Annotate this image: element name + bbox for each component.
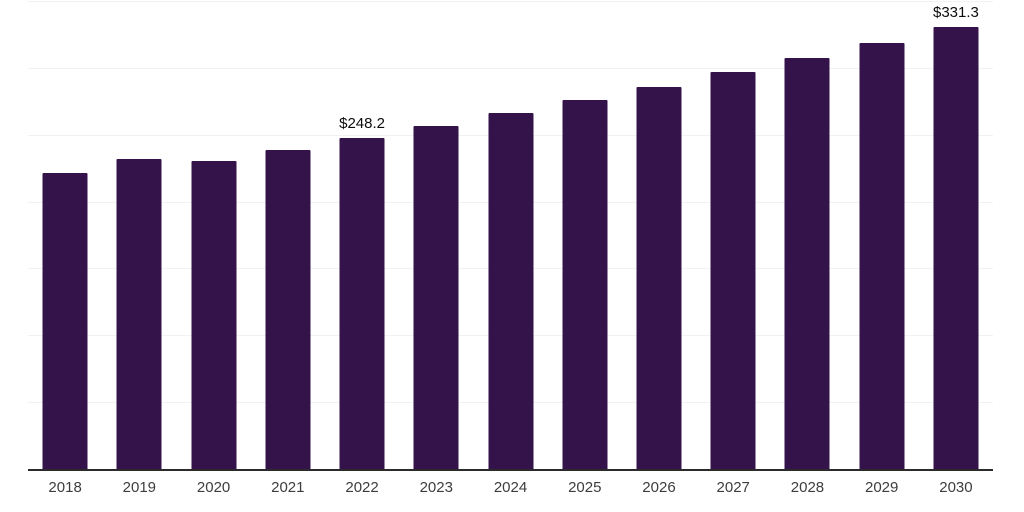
gridline <box>28 1 993 2</box>
bar-slot <box>473 2 547 470</box>
bars-row: $248.2 $331.3 <box>28 2 993 470</box>
bar <box>42 172 88 470</box>
x-axis-label: 2023 <box>419 479 453 496</box>
gridline <box>28 67 993 69</box>
x-axis-labels: 2018 2019 2020 2021 2022 2023 2024 2025 2026 2027… <box>28 479 993 496</box>
x-axis-label: 2019 <box>122 479 157 496</box>
x-axis-label: 2020 <box>196 479 231 496</box>
x-axis-label: 2021 <box>271 479 305 496</box>
x-axis-label: 2027 <box>716 479 750 496</box>
bar <box>636 86 682 470</box>
bar <box>191 161 237 470</box>
bar-slot <box>770 2 844 470</box>
x-axis-label: 2026 <box>642 479 676 496</box>
bar-slot <box>622 2 696 470</box>
bar-slot <box>399 2 473 470</box>
bar <box>339 138 385 470</box>
bar <box>859 42 905 470</box>
x-axis-label: 2029 <box>865 479 899 496</box>
bar-slot <box>548 2 622 470</box>
plot-area: $248.2 $331.3 <box>28 1 993 471</box>
bar <box>562 100 608 470</box>
bar <box>265 150 311 470</box>
x-axis-label: 2025 <box>568 479 602 496</box>
x-axis-label: 2022 <box>345 479 379 496</box>
bar-data-label: $331.3 <box>932 4 979 22</box>
bar-slot <box>176 2 250 470</box>
x-axis-label: 2028 <box>790 479 825 496</box>
x-axis-label: 2018 <box>48 479 82 496</box>
bar-slot <box>845 2 919 470</box>
bar-slot <box>28 2 102 470</box>
bar-slot <box>696 2 770 470</box>
bar <box>413 125 459 470</box>
x-axis-label: 2030 <box>939 479 973 496</box>
x-axis-label: 2024 <box>493 479 528 496</box>
bar-slot: $248.2 <box>325 2 399 470</box>
bar <box>116 159 162 470</box>
bar-slot <box>251 2 325 470</box>
bar <box>933 27 979 470</box>
bar-data-label: $248.2 <box>339 115 385 133</box>
bar-slot: $331.3 <box>919 2 993 470</box>
bar <box>784 57 830 470</box>
x-axis-line <box>28 469 993 471</box>
bar <box>488 113 534 470</box>
bar-slot <box>102 2 176 470</box>
bar <box>710 72 756 470</box>
